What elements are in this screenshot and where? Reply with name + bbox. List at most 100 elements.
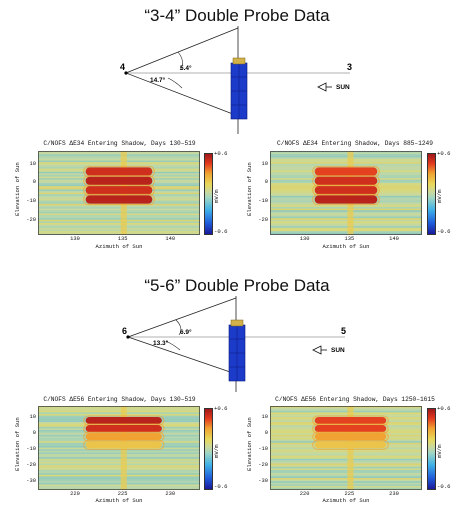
shadow-band [85, 176, 153, 185]
probe-label-right: 3 [347, 62, 352, 72]
noise-streak [270, 152, 422, 155]
noise-streak [270, 223, 422, 225]
noise-streak [270, 205, 422, 207]
colorbar [427, 153, 436, 235]
noise-streak [270, 213, 422, 215]
sun-label: SUN [331, 347, 345, 354]
noise-streak [270, 227, 422, 230]
noise-streak [270, 473, 422, 475]
probe-geometry-diagram-3-4: 4 3 5.4° 14.7° SUN [120, 26, 352, 134]
noise-streak [270, 457, 422, 459]
probe-label-left: 6 [122, 326, 127, 336]
noise-streak [38, 210, 200, 212]
shadow-band-halo [312, 175, 380, 187]
x-axis-label: Azimuth of Sun [95, 243, 143, 250]
shadow-band-halo [83, 175, 155, 187]
noise-streak [38, 219, 200, 222]
noise-streak [38, 474, 200, 477]
noise-streak [38, 407, 200, 410]
colorbar-unit-label: mV/m [436, 444, 443, 458]
colorbar-min-label: -0.6 [437, 228, 451, 235]
noise-streak [270, 163, 422, 166]
noise-streak [38, 447, 200, 450]
shadow-band [314, 176, 378, 185]
colorbar-max-label: +0.6 [437, 405, 451, 412]
noise-streak [270, 219, 422, 222]
x-axis-label: Azimuth of Sun [322, 497, 370, 504]
noise-streak [38, 479, 200, 482]
x-tick-label: 230 [165, 491, 176, 497]
x-tick-label: 220 [299, 491, 310, 497]
shadow-band [314, 433, 387, 441]
noise-streak [270, 449, 422, 451]
sun-arrow-icon [317, 82, 327, 92]
noise-streak [270, 221, 422, 223]
angle-label-small: 5.4° [180, 64, 192, 72]
shadow-band [85, 186, 153, 195]
noise-streak [38, 215, 200, 217]
noise-streak [270, 160, 422, 163]
y-tick-label: -10 [258, 446, 268, 453]
shadow-band [85, 195, 153, 204]
colorbar-min-label: -0.6 [214, 483, 228, 490]
noise-streak [38, 470, 200, 472]
plot-frame [38, 406, 200, 490]
heatmap-plot [38, 151, 200, 235]
y-tick-label: -10 [258, 197, 268, 204]
shadow-band-halo [312, 439, 389, 450]
noise-streak [38, 154, 200, 156]
noise-streak [38, 226, 200, 228]
noise-streak [270, 452, 422, 454]
y-tick-label: 10 [261, 413, 268, 420]
colorbar-min-label: -0.6 [214, 228, 228, 235]
probe-label-left: 4 [120, 62, 125, 72]
noise-streak [270, 154, 422, 156]
noise-streak [38, 481, 200, 483]
noise-streak [38, 162, 200, 164]
noise-streak [270, 481, 422, 483]
angle-arc-small [177, 51, 183, 71]
heatmap-plot [38, 406, 200, 490]
shadow-band-halo [312, 184, 380, 196]
colorbar [204, 408, 213, 490]
noise-streak [38, 155, 200, 158]
x-tick-label: 225 [117, 491, 128, 497]
x-tick-label: 135 [117, 236, 128, 242]
x-tick-label: 225 [344, 491, 355, 497]
angle-arc-large [167, 77, 183, 89]
shadow-band-halo [83, 184, 155, 196]
colorbar-unit-label: mV/m [213, 444, 220, 458]
noise-streak [270, 478, 422, 480]
noise-streak [38, 471, 200, 474]
noise-streak [38, 454, 200, 456]
noise-streak [38, 152, 200, 155]
noise-streak [38, 224, 200, 227]
shadow-band [85, 416, 162, 425]
noise-streak [38, 409, 200, 411]
y-tick-label: 0 [264, 179, 268, 186]
shadow-band [85, 167, 153, 176]
noise-streak [270, 484, 422, 486]
x-tick-label: 130 [299, 236, 310, 242]
noise-streak [270, 482, 422, 485]
plot-frame [270, 406, 422, 490]
noise-streak [270, 211, 422, 214]
x-tick-label: 130 [70, 236, 80, 242]
chart-title: C/NOFS ΔE56 Entering Shadow, Days 130–51… [43, 396, 196, 403]
probe-label-right: 5 [341, 326, 346, 336]
x-tick-label: 140 [389, 236, 399, 242]
y-axis-label: Elevation of Sun [14, 417, 21, 471]
colorbar-max-label: +0.6 [437, 150, 451, 157]
noise-streak [38, 478, 200, 480]
noise-streak [38, 160, 200, 163]
noise-streak [270, 218, 422, 220]
y-tick-label: -10 [26, 197, 36, 204]
noise-streak [270, 229, 422, 231]
y-tick-label: -20 [26, 216, 36, 223]
noise-streak [270, 455, 422, 458]
probe-geometry-diagram-5-6: 6 5 6.9° 13.3° SUN [122, 296, 346, 392]
chart-title: C/NOFS ΔE34 Entering Shadow, Days 885–12… [277, 140, 433, 147]
noise-streak [270, 476, 422, 478]
noise-streak [38, 463, 200, 466]
noise-streak [38, 476, 200, 478]
